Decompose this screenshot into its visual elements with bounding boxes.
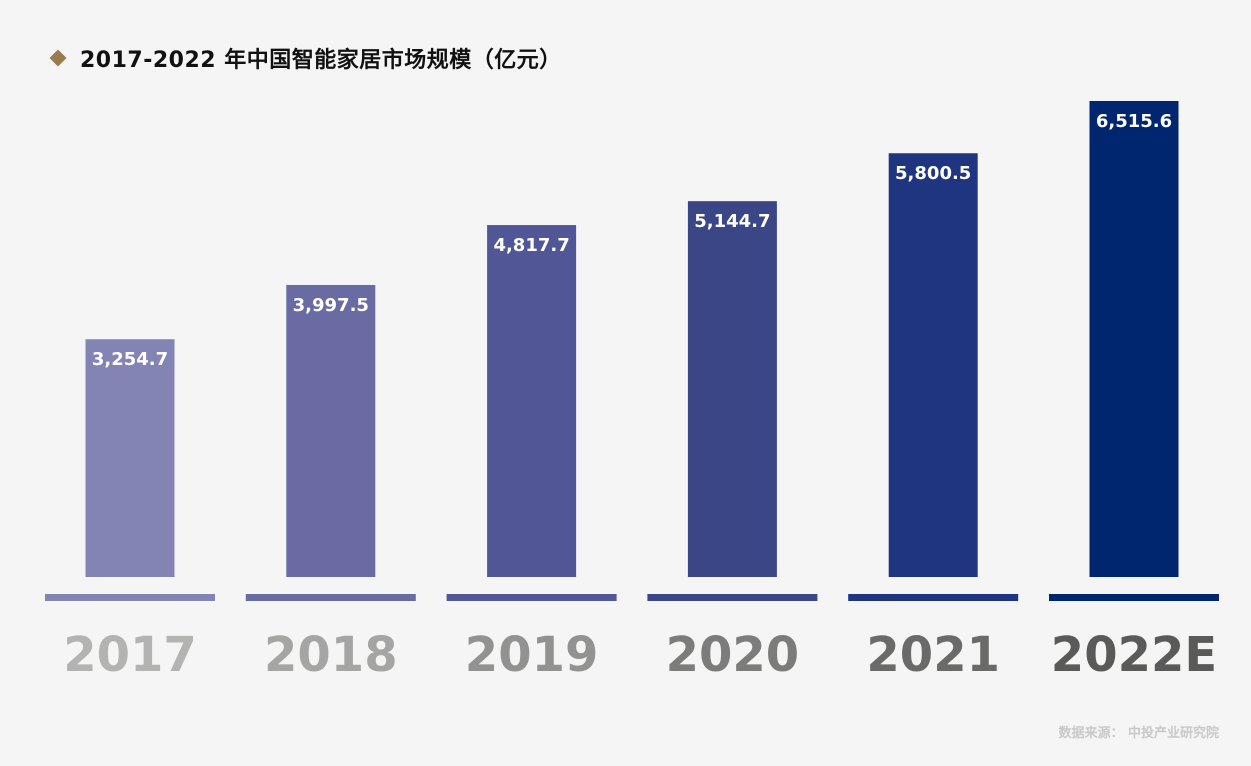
value-label-2022E: 6,515.6 bbox=[1096, 111, 1172, 132]
baseline-segment-2022E bbox=[1049, 594, 1219, 601]
bar-2018 bbox=[286, 284, 376, 577]
baseline-segment-2019 bbox=[446, 594, 617, 601]
value-label-2021: 5,800.5 bbox=[895, 163, 971, 184]
bar-2019 bbox=[487, 225, 577, 577]
category-label-2022E: 2022E bbox=[1051, 627, 1217, 683]
chart-title: 2017-2022 年中国智能家居市场规模（亿元） bbox=[80, 48, 562, 73]
baseline-segment-2021 bbox=[848, 594, 1019, 601]
bar-2020 bbox=[687, 201, 777, 577]
category-label-2019: 2019 bbox=[465, 627, 599, 683]
value-label-2020: 5,144.7 bbox=[694, 211, 770, 232]
bar-2021 bbox=[888, 153, 978, 577]
category-label-2020: 2020 bbox=[666, 627, 800, 683]
baseline-segment-2017 bbox=[45, 594, 215, 601]
value-label-2019: 4,817.7 bbox=[493, 235, 569, 256]
value-label-2018: 3,997.5 bbox=[293, 295, 369, 316]
value-label-2017: 3,254.7 bbox=[92, 349, 168, 370]
category-label-2021: 2021 bbox=[866, 627, 1000, 683]
baseline-segment-2020 bbox=[647, 594, 818, 601]
category-label-2017: 2017 bbox=[63, 627, 197, 683]
data-source-note: 数据来源： 中投产业研究院 bbox=[1058, 726, 1219, 741]
bar-2017 bbox=[85, 339, 175, 577]
baseline-segment-2018 bbox=[245, 594, 416, 601]
category-label-2018: 2018 bbox=[264, 627, 398, 683]
bar-2022E bbox=[1089, 101, 1179, 577]
chart-title-row: 2017-2022 年中国智能家居市场规模（亿元） bbox=[48, 40, 562, 76]
